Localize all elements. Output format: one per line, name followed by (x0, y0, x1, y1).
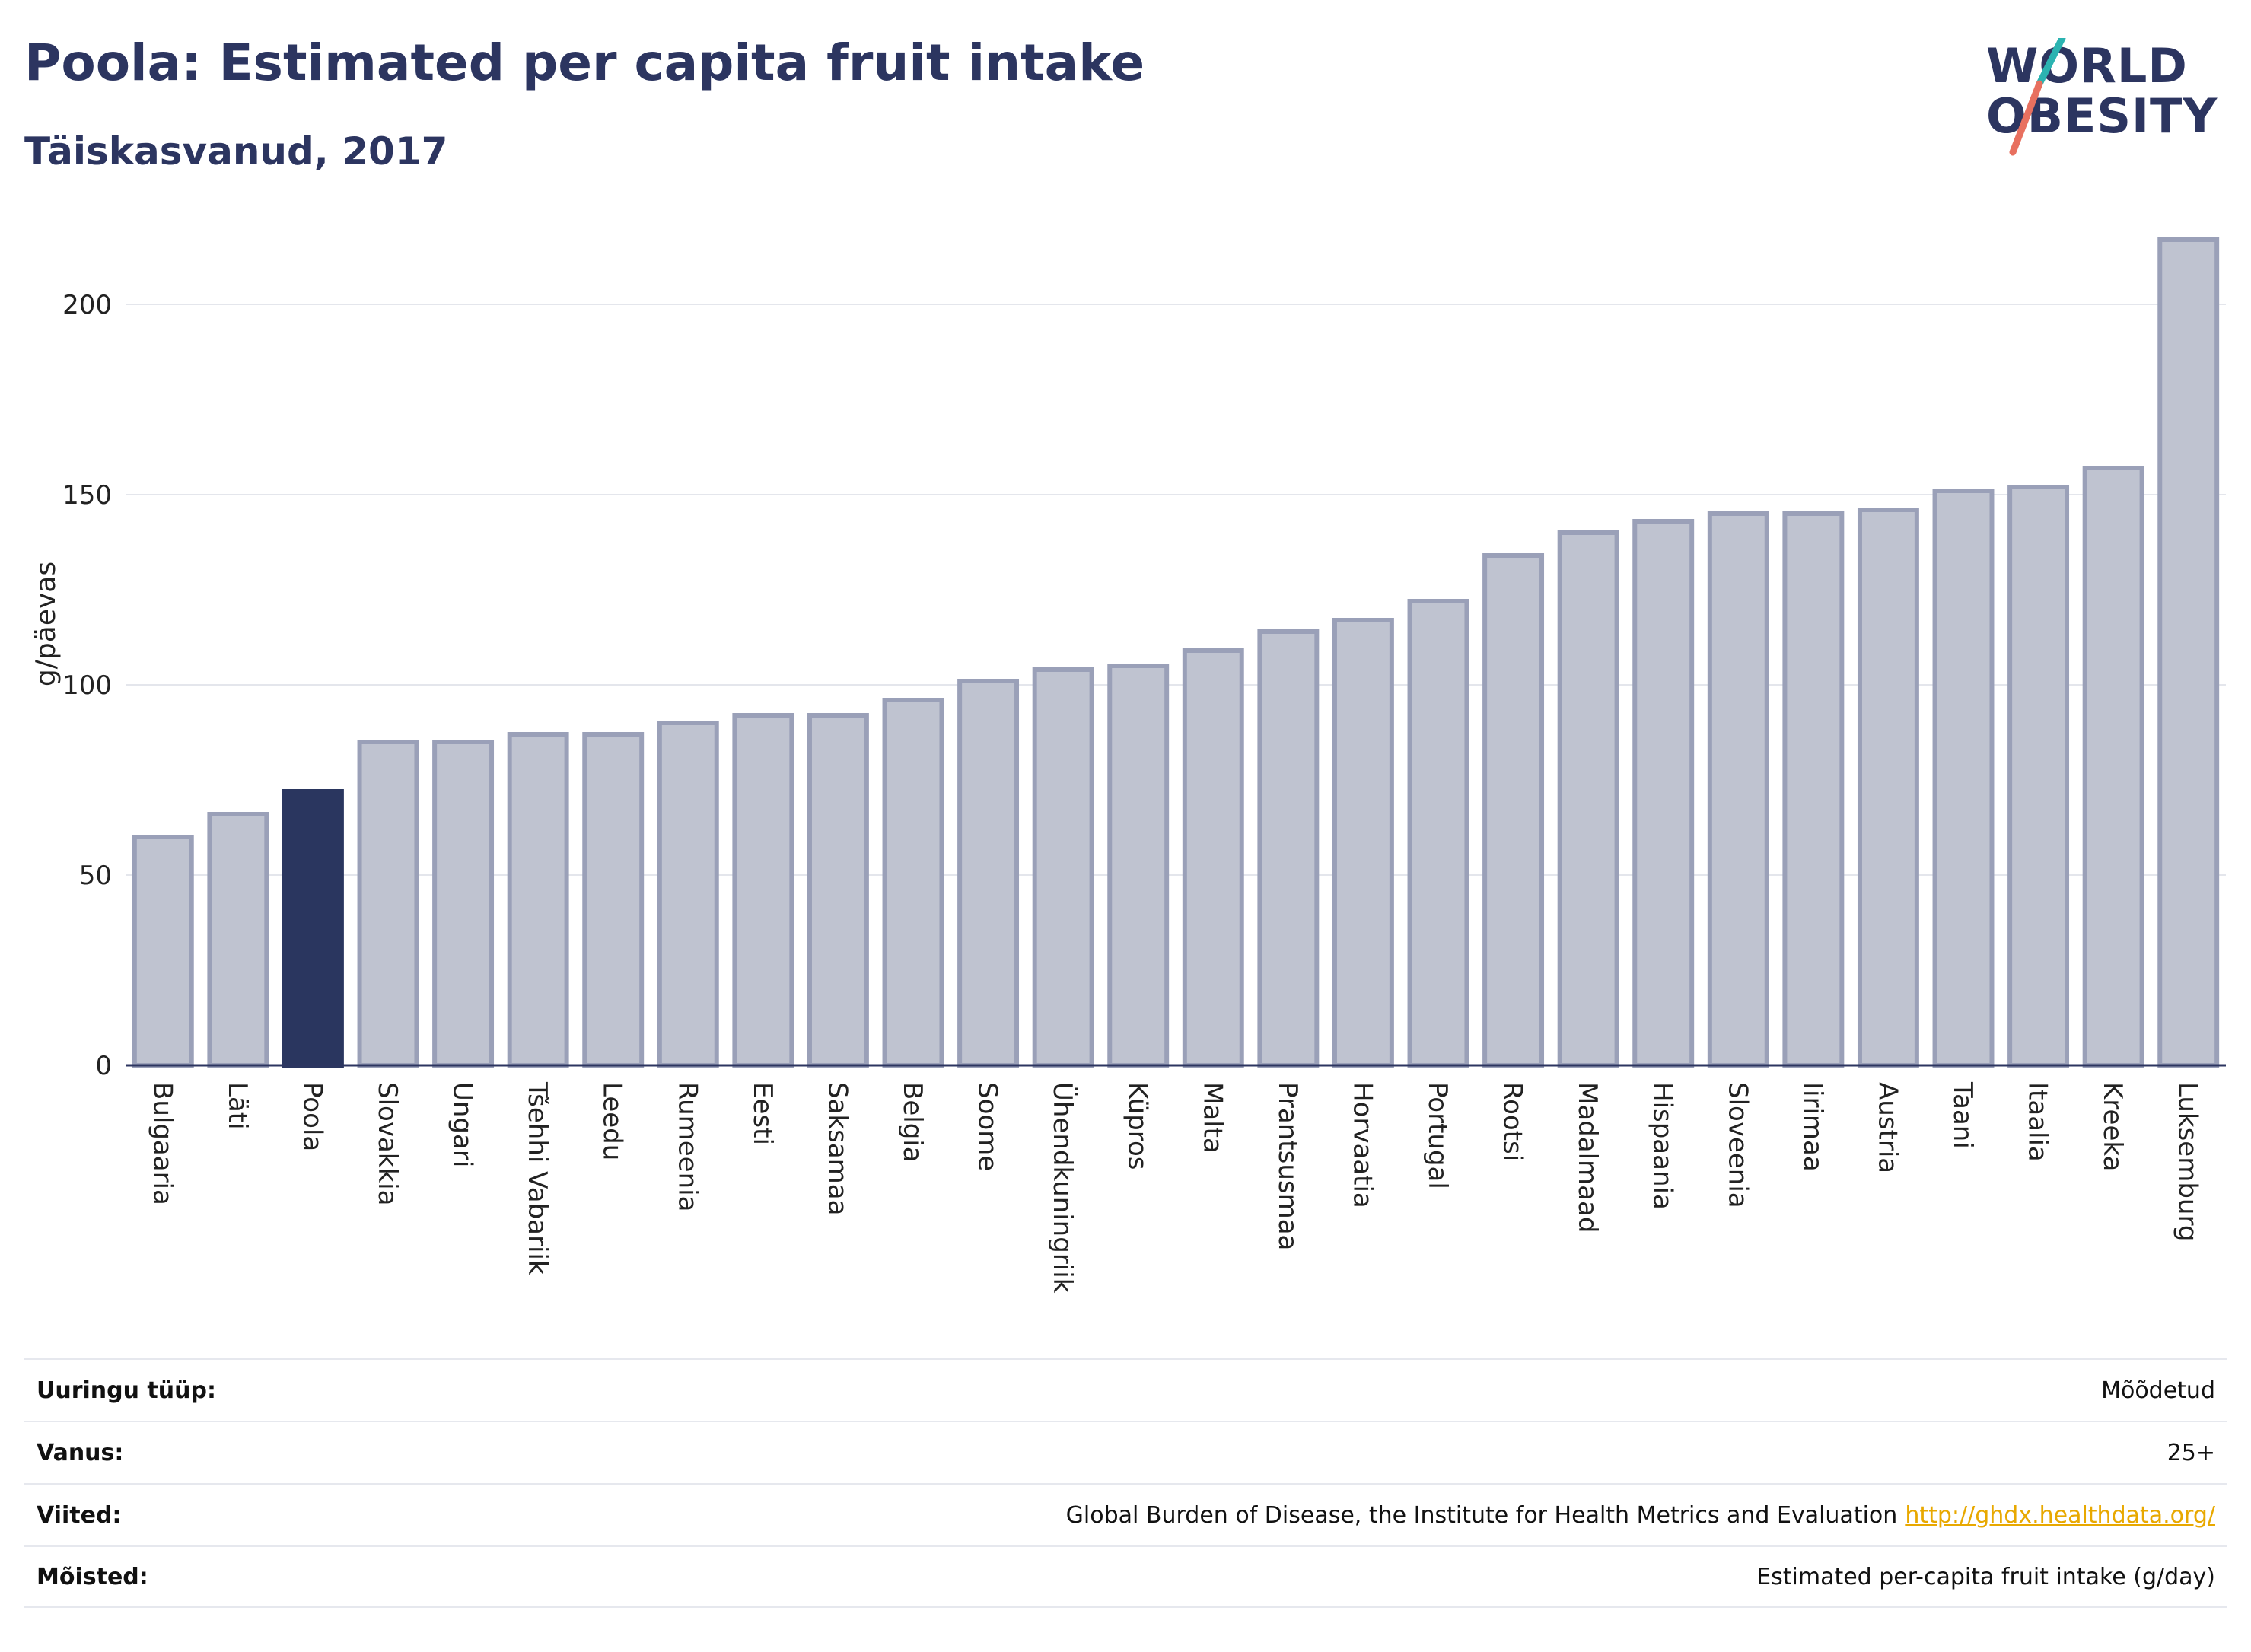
info-row-survey-type: Uuringu tüüp: Mõõdetud (24, 1358, 2227, 1421)
x-tick-label: Rootsi (1498, 1082, 1528, 1161)
info-row-age: Vanus: 25+ (24, 1421, 2227, 1483)
x-tick-label: Saksamaa (822, 1082, 852, 1215)
bar-chart: 0 50 100 150 200 g/päevas Bulgaaria Läti Poola Sl… (30, 237, 2226, 1294)
bar-slovakkia (357, 740, 419, 1068)
bar-taani (1932, 489, 1995, 1068)
x-tick-label: Taani (1947, 1081, 1978, 1149)
bar-ungari (432, 740, 495, 1068)
x-tick-label: Kreeka (2097, 1082, 2128, 1171)
bar-läti (207, 812, 269, 1068)
bar-malta (1182, 648, 1244, 1068)
bar-austria (1857, 508, 1919, 1068)
x-tick-label: Madalmaad (1572, 1082, 1603, 1233)
info-label: Vanus: (37, 1439, 124, 1466)
x-tick-label: Luksemburg (2173, 1082, 2203, 1241)
bar-portugal (1407, 599, 1469, 1068)
bar-bulgaaria (132, 835, 194, 1068)
bar-kreeka (2082, 466, 2144, 1068)
x-tick-label: Portugal (1422, 1082, 1453, 1189)
x-tick-label: Horvaatia (1347, 1082, 1377, 1208)
bar-küpros (1107, 664, 1170, 1068)
page-subtitle: Täiskasvanud, 2017 (24, 129, 448, 173)
x-tick-label: Sloveenia (1722, 1082, 1753, 1208)
x-tick-label: Austria (1872, 1082, 1902, 1173)
info-value-references: Global Burden of Disease, the Institute … (1066, 1502, 2215, 1529)
reference-link[interactable]: http://ghdx.healthdata.org/ (1905, 1501, 2215, 1529)
y-tick-label: 100 (62, 670, 112, 701)
x-tick-label: Prantsusmaa (1272, 1082, 1303, 1250)
x-tick-label: Leedu (597, 1082, 628, 1160)
x-tick-label: Soome (973, 1082, 1003, 1171)
logo-line1: WORLD (1986, 38, 2188, 94)
y-tick-label: 0 (95, 1051, 112, 1081)
page-title: Poola: Estimated per capita fruit intake (24, 33, 1145, 92)
bar-poola (282, 789, 344, 1068)
bar-ühendkuningriik (1032, 667, 1094, 1068)
x-tick-label: Tšehhi Vabariik (522, 1081, 552, 1275)
x-tick-label: Ühendkuningriik (1047, 1082, 1078, 1294)
info-label: Mõisted: (37, 1563, 148, 1590)
bar-iirimaa (1782, 511, 1845, 1068)
x-tick-label: Rumeenia (672, 1082, 702, 1211)
info-row-references: Viited: Global Burden of Disease, the In… (24, 1483, 2227, 1545)
bar-rumeenia (657, 721, 719, 1068)
info-value: 25+ (2167, 1439, 2215, 1466)
bar-horvaatia (1332, 618, 1394, 1068)
bar-belgia (882, 698, 944, 1068)
x-tick-label: Poola (297, 1082, 327, 1151)
info-row-definitions: Mõisted: Estimated per-capita fruit inta… (24, 1545, 2227, 1608)
y-tick-label: 200 (62, 290, 112, 320)
bar-soome (957, 679, 1020, 1068)
x-tick-label: Eesti (747, 1082, 778, 1145)
x-tick-label: Malta (1197, 1082, 1227, 1154)
y-tick-label: 150 (62, 480, 112, 511)
x-tick-label: Slovakkia (372, 1082, 403, 1205)
x-tick-label: Bulgaaria (147, 1082, 177, 1205)
info-label: Uuringu tüüp: (37, 1377, 216, 1404)
world-obesity-logo: WORLD OBESITY (1986, 38, 2237, 160)
bar-itaalia (2007, 485, 2070, 1068)
x-tick-label: Läti (222, 1082, 253, 1130)
bar-leedu (582, 732, 645, 1068)
bar-prantsusmaa (1257, 629, 1320, 1068)
bar-madalmaad (1557, 530, 1619, 1068)
info-label: Viited: (37, 1501, 122, 1529)
bar-rootsi (1482, 553, 1545, 1068)
x-tick-label: Ungari (447, 1082, 478, 1167)
bar-saksamaa (807, 713, 869, 1068)
bar-eesti (732, 713, 794, 1068)
logo-slash-icon (2009, 38, 2066, 156)
bar-sloveenia (1707, 511, 1769, 1068)
bar-tšehhi-vabariik (507, 732, 569, 1068)
y-axis-label: g/päevas (30, 562, 62, 686)
info-value: Mõõdetud (2101, 1377, 2215, 1404)
info-table: Uuringu tüüp: Mõõdetud Vanus: 25+ Viited… (24, 1358, 2227, 1608)
x-tick-label: Hispaania (1648, 1082, 1678, 1210)
x-tick-label: Itaalia (2023, 1082, 2053, 1162)
info-value: Estimated per-capita fruit intake (g/day… (1756, 1563, 2215, 1590)
x-tick-label: Küpros (1122, 1082, 1153, 1170)
x-tick-label: Belgia (897, 1082, 928, 1163)
bar-hispaania (1632, 519, 1695, 1068)
y-tick-label: 50 (79, 861, 112, 891)
bar-luksemburg (2157, 237, 2220, 1068)
x-tick-label: Iirimaa (1797, 1082, 1828, 1172)
reference-text: Global Burden of Disease, the Institute … (1065, 1501, 1898, 1529)
